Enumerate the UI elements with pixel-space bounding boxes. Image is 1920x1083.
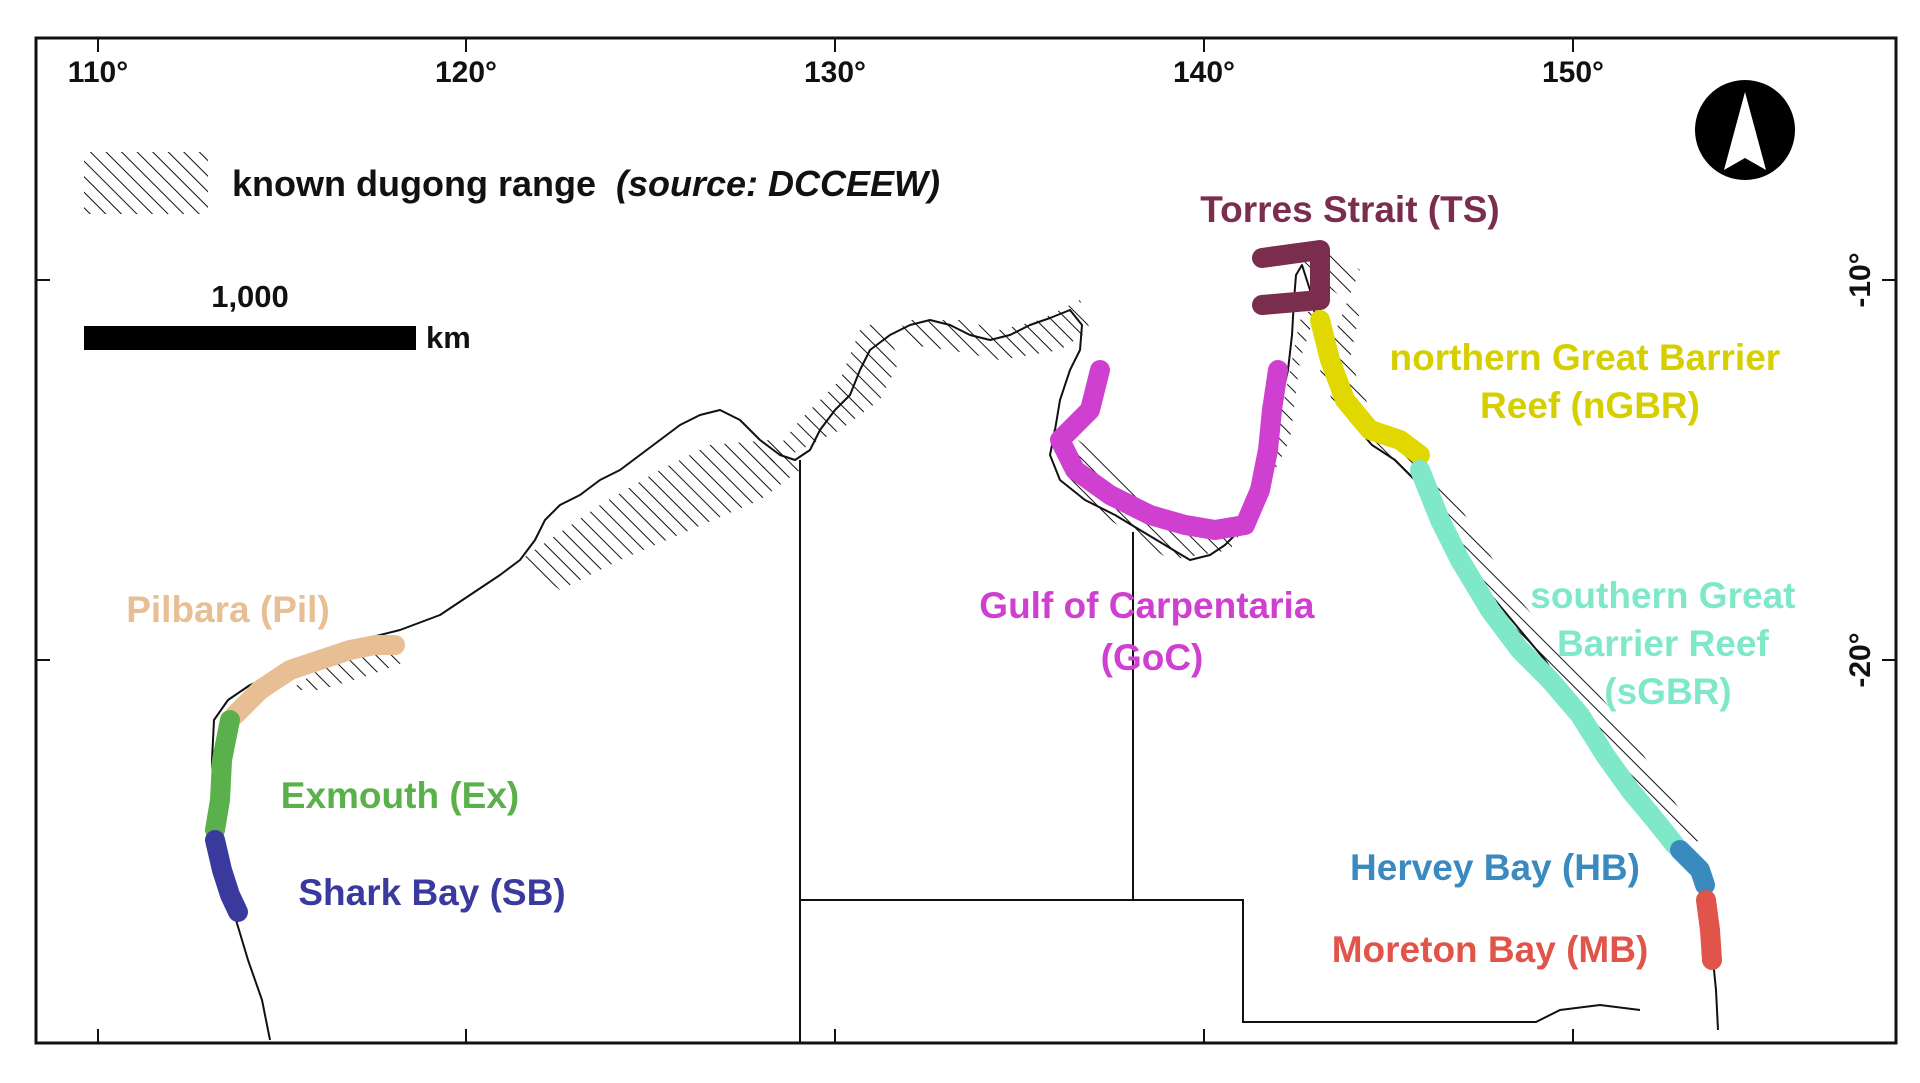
region-bands xyxy=(205,240,1722,970)
label-sgbr: southern Great Barrier Reef (sGBR) xyxy=(1530,575,1806,712)
band-hervey-bay xyxy=(1670,840,1715,895)
label-moreton-bay: Moreton Bay (MB) xyxy=(1332,929,1649,970)
longitude-axis: 110° 120° 130° 140° 150° xyxy=(68,38,1604,1043)
lon-tick-150: 150° xyxy=(1542,56,1604,89)
latitude-axis: -10° -20° xyxy=(36,252,1896,688)
band-ngbr xyxy=(1310,310,1430,465)
state-borders xyxy=(799,460,1641,1043)
legend: known dugong range (source: DCCEEW) xyxy=(84,152,940,214)
lon-tick-120: 120° xyxy=(435,56,497,89)
legend-hatch-swatch xyxy=(84,152,208,214)
scale-bar-line xyxy=(84,326,416,350)
label-shark-bay: Shark Bay (SB) xyxy=(298,872,565,913)
label-exmouth: Exmouth (Ex) xyxy=(281,775,519,816)
legend-label: known dugong range (source: DCCEEW) xyxy=(232,163,940,204)
band-pilbara xyxy=(225,635,405,725)
lon-tick-140: 140° xyxy=(1173,56,1235,89)
label-pilbara: Pilbara (Pil) xyxy=(126,589,330,630)
map-frame xyxy=(34,36,1898,1045)
label-ngbr: northern Great Barrier Reef (nGBR) xyxy=(1390,337,1791,426)
scale-bar-unit: km xyxy=(426,320,471,355)
band-moreton-bay xyxy=(1696,890,1722,970)
lon-tick-130: 130° xyxy=(804,56,866,89)
lat-tick-minus10: -10° xyxy=(1844,252,1877,307)
lat-tick-minus20: -20° xyxy=(1844,632,1877,687)
band-exmouth xyxy=(205,710,240,840)
north-arrow-icon xyxy=(1695,80,1795,180)
label-torres-strait: Torres Strait (TS) xyxy=(1200,189,1499,230)
scale-bar: 1,000 km xyxy=(84,279,471,355)
label-goc: Gulf of Carpentaria (GoC) xyxy=(979,585,1324,678)
band-shark-bay xyxy=(205,830,248,922)
label-hervey-bay: Hervey Bay (HB) xyxy=(1350,847,1640,888)
band-sgbr xyxy=(1410,460,1685,855)
band-torres-strait xyxy=(1252,240,1330,315)
scale-bar-value: 1,000 xyxy=(211,279,289,314)
band-goc xyxy=(1050,360,1288,540)
lon-tick-110: 110° xyxy=(68,56,128,89)
region-labels: Torres Strait (TS) northern Great Barrie… xyxy=(126,189,1806,970)
